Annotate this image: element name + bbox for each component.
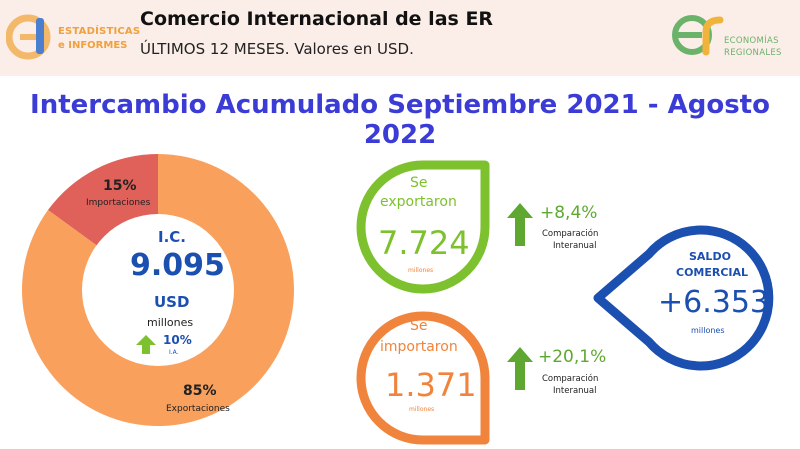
balance-line2: COMERCIAL <box>676 266 749 279</box>
slice-label-imports-name: Importaciones <box>86 198 151 208</box>
header-bar <box>0 0 800 76</box>
balance-ring <box>593 225 774 371</box>
imports-change-label1: Comparación <box>542 374 599 384</box>
slice-label-exports-name: Exportaciones <box>166 404 230 414</box>
slice-label-imports-pct: 15% <box>103 178 137 194</box>
header-subtitle: ÚLTIMOS 12 MESES. Valores en USD. <box>140 40 414 58</box>
imports-arrow-icon <box>507 347 533 390</box>
logo-left-line2: e INFORMES <box>58 40 128 51</box>
donut-center-label: I.C. <box>158 228 186 246</box>
exports-line1: Se <box>410 175 428 191</box>
exports-unit: millones <box>408 267 434 274</box>
exports-arrow-icon <box>507 203 533 246</box>
estadisticas-logo: ESTADÍSTICAS e INFORMES <box>6 12 141 62</box>
donut-hole <box>82 214 234 366</box>
logo-right-line2: REGIONALES <box>724 48 782 58</box>
imports-change: +20,1% <box>538 347 607 367</box>
er-logo-icon <box>672 15 724 56</box>
economias-regionales-logo: ECONOMÍAS REGIONALES <box>672 10 797 64</box>
imports-ring <box>356 311 490 445</box>
ia-value: 10% <box>163 333 192 347</box>
ei-logo-icon <box>6 14 51 60</box>
imports-unit: millones <box>409 406 435 413</box>
balance-value: +6.353 <box>658 285 770 320</box>
logo-left-line1: ESTADÍSTICAS <box>58 26 141 37</box>
ia-label: I.A. <box>169 349 179 356</box>
donut-center-sub: millones <box>147 316 194 329</box>
donut-center-value: 9.095 <box>130 248 225 283</box>
exports-value: 7.724 <box>378 224 470 262</box>
exports-ring <box>356 160 490 294</box>
logo-right-line1: ECONOMÍAS <box>724 36 779 46</box>
slice-label-exports-pct: 85% <box>183 383 217 399</box>
header-title: Comercio Internacional de las ER <box>140 8 494 30</box>
donut-center-unit: USD <box>154 293 190 311</box>
exports-change-label1: Comparación <box>542 229 599 239</box>
exports-change-label2: Interanual <box>553 241 597 251</box>
exports-line2: exportaron <box>380 194 457 210</box>
balance-unit: millones <box>691 326 725 335</box>
imports-value: 1.371 <box>385 366 477 404</box>
exports-change: +8,4% <box>540 203 598 223</box>
imports-line1: Se <box>410 318 428 334</box>
balance-line1: SALDO <box>689 250 731 263</box>
imports-change-label2: Interanual <box>553 386 597 396</box>
main-title: Intercambio Acumulado Septiembre 2021 - … <box>30 90 770 150</box>
imports-line2: importaron <box>380 339 458 355</box>
